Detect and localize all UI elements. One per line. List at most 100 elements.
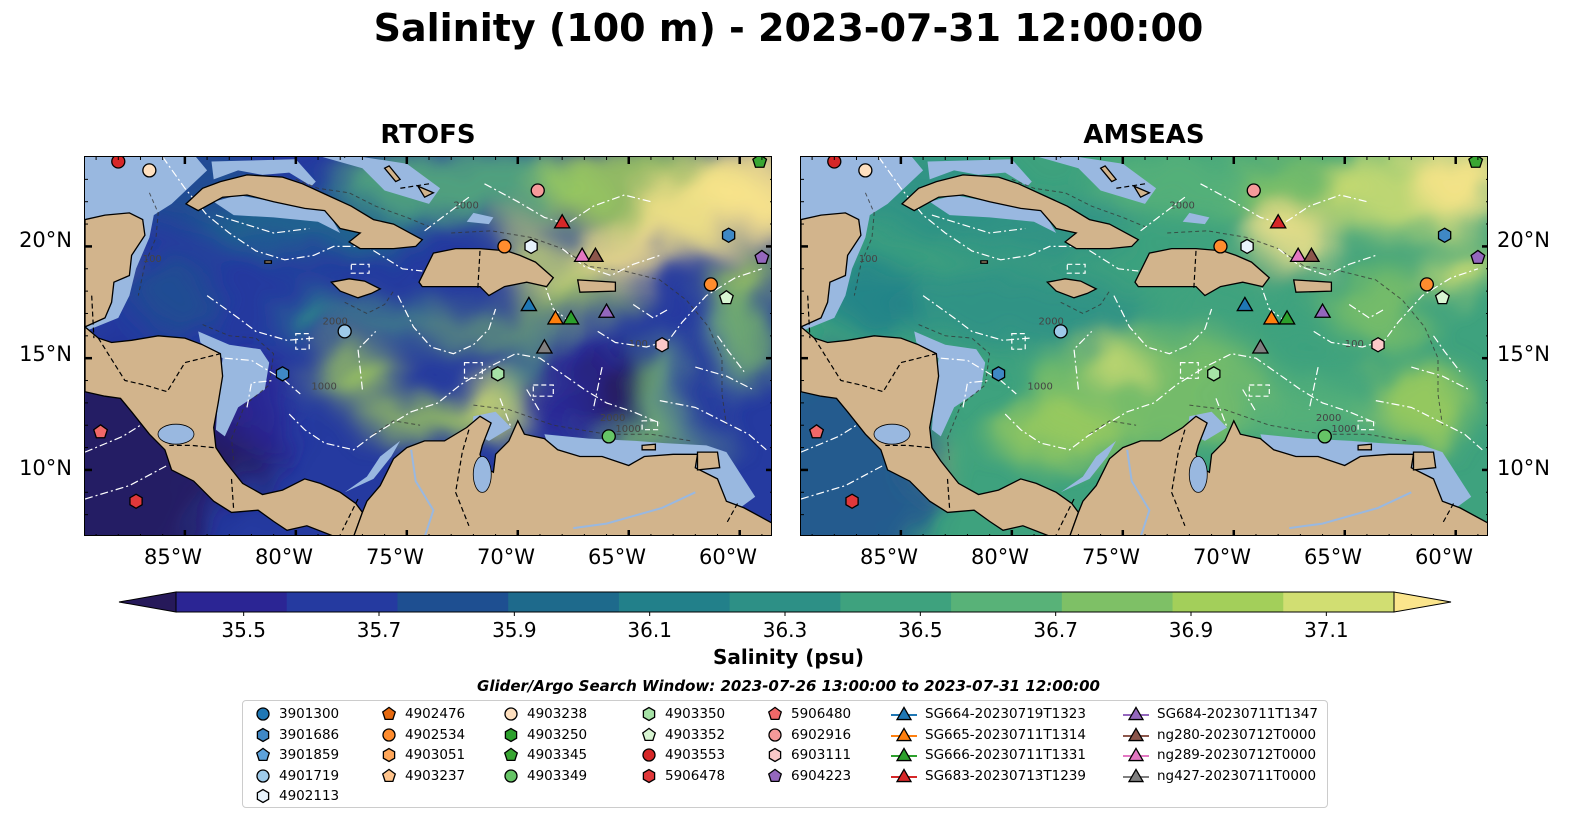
- country-borders: [807, 183, 1455, 531]
- colorbar-tick-36-7: 36.7: [1033, 618, 1078, 642]
- marker-6902916: [530, 183, 545, 198]
- marker-3901686: [721, 227, 736, 244]
- marker-sg684-20230711t1347: [1313, 302, 1332, 318]
- salinity-colorbar: [118, 591, 1452, 616]
- marker-5906480: [808, 423, 825, 439]
- legend-item-sg666-20230711t1331: SG666-20230711T1331: [891, 745, 1086, 765]
- legend-circle-icon: [256, 707, 270, 721]
- search-window-text: Glider/Argo Search Window: 2023-07-26 13…: [477, 677, 1100, 695]
- legend-item-ng427-20230711t0000: ng427-20230711T0000: [1123, 766, 1316, 786]
- contour-label: 2000: [1169, 200, 1194, 211]
- land-puerto-rico: [1292, 279, 1333, 293]
- legend-triangle-icon: [891, 767, 917, 782]
- marker-4903345: [1468, 157, 1484, 168]
- lat-tick-20n-left: 20°N: [19, 228, 72, 252]
- colorbar-segment: [951, 592, 1063, 612]
- lat-tick-10n-right: 10°N: [1497, 456, 1550, 480]
- legend-marker: [1127, 706, 1145, 721]
- land-cuba: [900, 174, 1140, 250]
- amseas-lon-tick-80w: 80°W: [971, 545, 1029, 569]
- legend-marker: [504, 727, 518, 742]
- marker-ng427-20230711t0000: [1251, 338, 1270, 354]
- marker-4902534: [1213, 239, 1228, 254]
- marker-4903553: [827, 157, 842, 169]
- colorbar-segment: [286, 592, 398, 612]
- legend-marker: [256, 707, 270, 721]
- legend-circle-icon: [504, 707, 518, 721]
- legend-label: SG666-20230711T1331: [925, 747, 1086, 763]
- contour-label: 1000: [1331, 424, 1356, 435]
- legend-item-6904223: 6904223: [767, 766, 851, 786]
- colorbar-segment: [176, 592, 288, 612]
- legend-label: 4903051: [405, 747, 466, 763]
- colorbar-segment: [1061, 592, 1174, 612]
- legend-label: 6904223: [791, 767, 852, 784]
- land-isla-margarita: [641, 443, 657, 451]
- amseas-lon-tick-60w: 60°W: [1415, 545, 1473, 569]
- legend-label: 4902534: [405, 726, 466, 743]
- legend-label: 4903237: [405, 767, 466, 784]
- legend-item-4902534: 4902534: [381, 725, 465, 745]
- legend-hexagon-icon: [642, 706, 656, 722]
- colorbar-tick-35-9: 35.9: [492, 618, 537, 642]
- marker-sg665-20230711t1314: [546, 309, 565, 325]
- marker-4902534: [497, 239, 512, 254]
- marker-5906478: [845, 493, 859, 510]
- observation-markers: [808, 157, 1486, 510]
- marker-6903111: [655, 336, 669, 353]
- legend-item-6903111: 6903111: [767, 745, 851, 765]
- marker-4903349: [601, 429, 616, 444]
- lat-tick-20n-right: 20°N: [1497, 228, 1550, 252]
- marker-sg666-20230711t1331: [1278, 309, 1296, 325]
- legend-hexagon-icon: [382, 747, 396, 763]
- legend-marker: [256, 788, 270, 804]
- legend-item-sg664-20230719t1323: SG664-20230719T1323: [891, 704, 1086, 724]
- land-trinidad: [696, 451, 721, 471]
- lake-nicaragua: [157, 423, 195, 445]
- marker-3901686: [275, 366, 290, 382]
- amseas-map[interactable]: 1000 2000 1000 2000 2000 100 100: [800, 156, 1488, 536]
- legend-item-4903553: 4903553: [641, 745, 725, 765]
- marker-5906480: [92, 423, 109, 439]
- rtofs-lon-tick-65w: 65°W: [588, 545, 646, 569]
- legend-item-3901300: 3901300: [255, 704, 339, 724]
- legend-marker: [382, 747, 396, 763]
- land-central-america: [801, 326, 1080, 535]
- legend-item-sg684-20230711t1347: SG684-20230711T1347: [1123, 704, 1318, 724]
- legend-pentagon-icon: [767, 706, 783, 720]
- legend-circle-icon: [382, 727, 396, 742]
- land-puerto-rico: [576, 279, 617, 293]
- legend-circle-icon: [256, 768, 270, 783]
- legend-hexagon-icon: [642, 768, 656, 783]
- rtofs-panel-title: RTOFS: [380, 120, 476, 150]
- marker-sg664-20230719t1323: [1236, 296, 1254, 312]
- land-cayman: [264, 260, 273, 264]
- legend-marker: [382, 727, 396, 742]
- legend-label: 4902113: [279, 788, 340, 804]
- marker-3901686: [991, 366, 1006, 382]
- observation-markers: [92, 157, 770, 510]
- marker-6904223: [1470, 249, 1486, 265]
- legend-label: ng280-20230712T0000: [1157, 726, 1317, 743]
- legend-triangle-icon: [1123, 726, 1149, 741]
- legend-label: 6902916: [791, 726, 852, 743]
- legend-pentagon-icon: [503, 747, 519, 761]
- colorbar-segment: [508, 592, 620, 612]
- land-isla-margarita: [1357, 443, 1373, 451]
- rtofs-map[interactable]: 1000 2000 1000 2000 2000 100 100: [84, 156, 772, 536]
- legend-item-4903250: 4903250: [503, 725, 587, 745]
- legend-triangle-icon: [891, 747, 917, 762]
- land-central-america: [85, 326, 364, 535]
- legend-label: ng289-20230712T0000: [1157, 747, 1317, 763]
- land-hispaniola: [1134, 247, 1271, 297]
- colorbar-label: Salinity (psu): [712, 645, 864, 669]
- land-hispaniola: [418, 247, 555, 297]
- legend-item-3901686: 3901686: [255, 725, 339, 745]
- legend-item-3901859: 3901859: [255, 745, 339, 765]
- contour-label: 100: [1345, 339, 1364, 350]
- colorbar-segment: [397, 592, 509, 612]
- legend-item-ng280-20230712t0000: ng280-20230712T0000: [1123, 725, 1316, 745]
- legend-item-4903349: 4903349: [503, 766, 587, 786]
